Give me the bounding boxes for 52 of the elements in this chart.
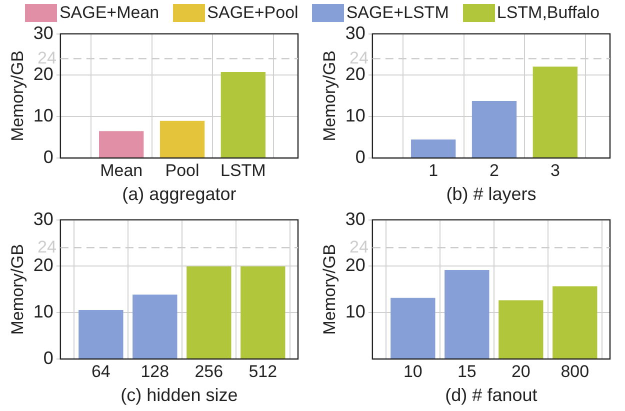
x-tick-label: 2 — [490, 160, 499, 180]
y-axis-title: Memory/GB — [320, 50, 339, 142]
bar — [532, 66, 578, 158]
y-tick-label: 20 — [33, 64, 54, 84]
x-tick-label: 512 — [248, 362, 278, 381]
x-tick-label: 10 — [403, 362, 422, 381]
x-tick-label: LSTM — [220, 160, 266, 180]
x-tick-label: 128 — [140, 362, 170, 381]
bar — [498, 300, 544, 359]
bar — [240, 266, 286, 359]
y-tick-label: 10 — [345, 302, 366, 322]
bar — [132, 294, 178, 359]
x-tick-label: 64 — [91, 362, 110, 381]
y-axis-title: Memory/GB — [8, 244, 27, 335]
y-tick-label: 30 — [345, 22, 366, 43]
legend-label: SAGE+Pool — [207, 3, 298, 23]
y-tick-label: 0 — [43, 348, 54, 368]
y-tick-label: 10 — [33, 106, 54, 126]
bar — [444, 270, 490, 359]
y-tick-label: 20 — [33, 255, 54, 276]
legend-label: SAGE+LSTM — [346, 3, 449, 23]
x-tick-label: 1 — [428, 160, 438, 180]
y-tick-label: 0 — [43, 146, 54, 167]
y-tick-label: 10 — [33, 302, 54, 322]
x-tick-label: 3 — [550, 160, 560, 180]
bar — [472, 100, 517, 158]
bar — [186, 266, 232, 359]
x-tick-label: Pool — [165, 160, 200, 180]
x-tick-label: 256 — [194, 362, 224, 381]
x-tick-label: 15 — [457, 362, 476, 381]
x-tick-label: Mean — [100, 160, 143, 180]
bar — [390, 298, 436, 359]
y-axis-title: Memory/GB — [8, 50, 27, 142]
bar — [78, 310, 124, 359]
x-axis-title: (c) hidden size — [120, 385, 238, 406]
x-axis-title: (a) aggregator — [122, 184, 236, 204]
x-tick-label: 800 — [560, 362, 590, 381]
y-axis-title: Memory/GB — [320, 244, 339, 335]
x-axis-title: (d) # fanout — [445, 385, 538, 406]
y-tick-label: 30 — [33, 22, 54, 43]
legend-label: LSTM,Buffalo — [496, 3, 600, 23]
legend-label: SAGE+Mean — [59, 3, 160, 23]
y-tick-label: 30 — [345, 208, 366, 229]
x-tick-label: 20 — [511, 362, 530, 381]
y-tick-label: 20 — [345, 64, 366, 84]
bar — [411, 139, 456, 158]
y-tick-label: 10 — [345, 106, 366, 126]
x-axis-title: (b) # layers — [446, 184, 536, 204]
bar — [552, 286, 598, 359]
y-tick-label: 0 — [355, 146, 366, 167]
y-tick-label: 20 — [345, 255, 366, 276]
y-tick-label: 30 — [33, 208, 54, 229]
